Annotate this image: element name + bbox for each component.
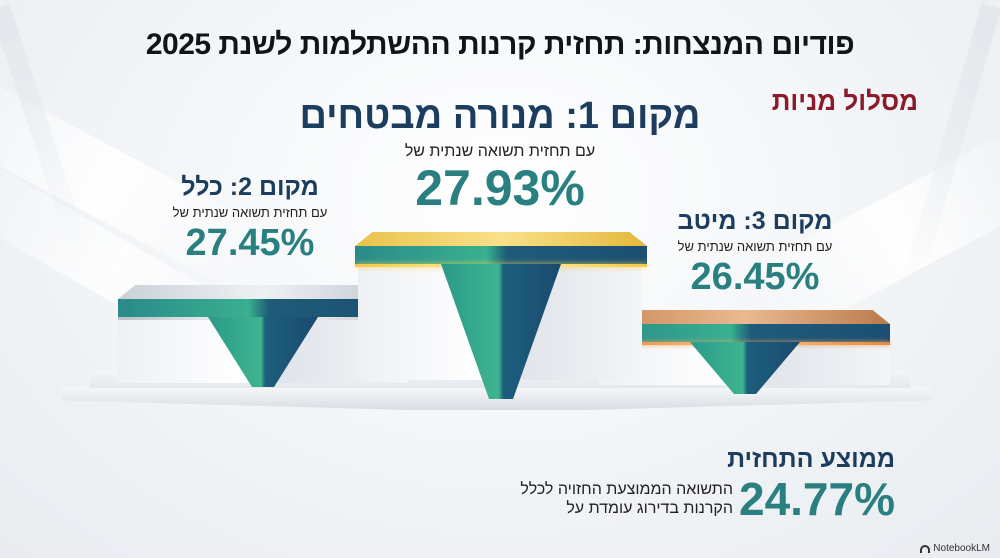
average-title: ממוצע התחזית bbox=[727, 445, 895, 473]
place-2-value: 27.45% bbox=[185, 222, 315, 265]
place-3-label: מקום 3: מיטב עם תחזית תשואה שנתית של 26.… bbox=[645, 207, 865, 299]
podium-cap-gold bbox=[355, 232, 647, 399]
place-3-subtitle: עם תחזית תשואה שנתית של bbox=[677, 238, 833, 254]
place-1-subtitle: עם תחזית תשואה שנתית של bbox=[404, 142, 596, 160]
place-1-label: מקום 1: מנורה מבטחים עם תחזית תשואה שנתי… bbox=[290, 95, 710, 216]
brand-watermark: NotebookLM bbox=[920, 543, 990, 554]
place-2-subtitle: עם תחזית תשואה שנתית של bbox=[172, 204, 328, 220]
average-forecast: ממוצע התחזית 24.77% התשואה הממוצעת החזוי… bbox=[495, 445, 895, 522]
place-1-name: מקום 1: מנורה מבטחים bbox=[299, 95, 701, 137]
place-3-value: 26.45% bbox=[690, 256, 820, 299]
place-3-name: מקום 3: מיטב bbox=[677, 207, 833, 235]
place-2-label: מקום 2: כלל עם תחזית תשואה שנתית של 27.4… bbox=[140, 173, 360, 265]
place-1-value: 27.93% bbox=[415, 159, 585, 216]
podium-cap-bronze bbox=[600, 310, 890, 394]
average-description: התשואה הממוצעת החזויה לכלל הקרנות בדירוג… bbox=[520, 480, 733, 517]
page-title: פודיום המנצחות: תחזית קרנות ההשתלמות לשנ… bbox=[145, 28, 855, 61]
track-label: מסלול מניות bbox=[771, 86, 918, 116]
brand-label: NotebookLM bbox=[933, 543, 990, 554]
place-2-name: מקום 2: כלל bbox=[181, 173, 319, 201]
average-value: 24.77% bbox=[738, 473, 895, 525]
notebooklm-logo-icon bbox=[920, 544, 931, 553]
